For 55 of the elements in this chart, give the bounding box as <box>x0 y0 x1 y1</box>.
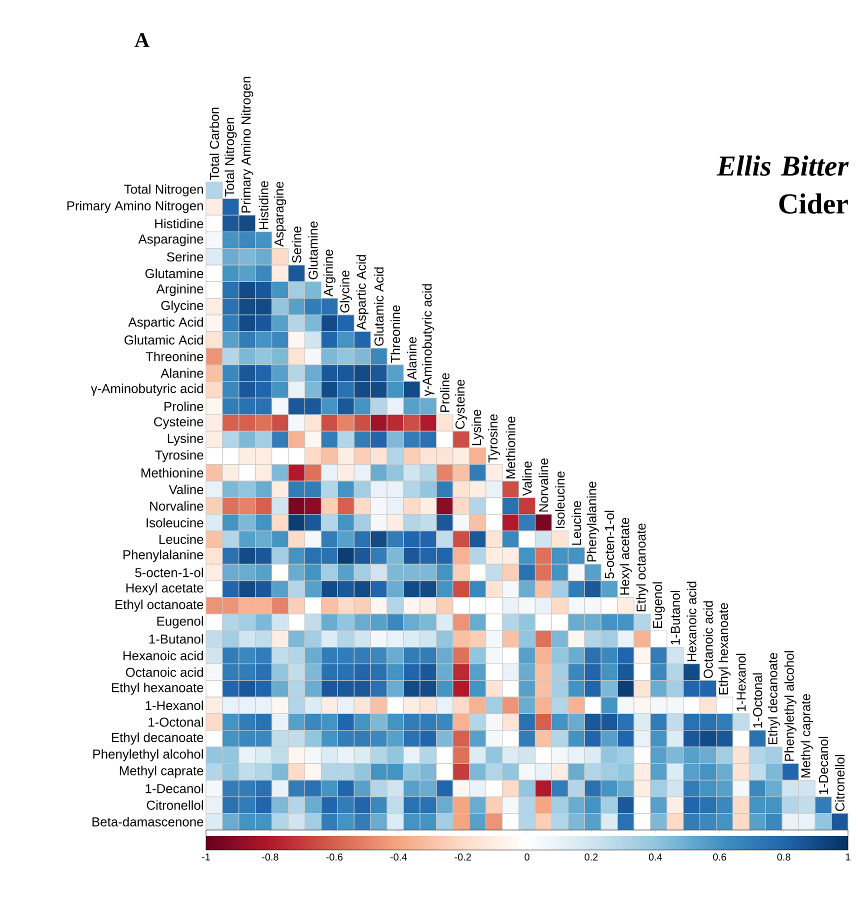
color-bar-label: -0.2 <box>454 854 471 861</box>
color-bar-label: 0.4 <box>648 854 662 861</box>
color-bar-label: -0.8 <box>262 854 278 861</box>
color-bar-label: -0.6 <box>326 854 343 861</box>
x-tick-label: Asparagine <box>274 182 286 247</box>
x-tick-label: Aspartic Acid <box>356 255 368 330</box>
x-tick-label: Isoleucine <box>555 472 565 528</box>
x-tick-label: Norvaline <box>538 458 548 512</box>
x-tick-label: 1-Hexanol <box>736 654 746 712</box>
x-tick-label: Tyrosine <box>488 414 500 462</box>
x-tick-label: Lysine <box>472 410 484 446</box>
x-tick-label: 5-octen-1-ol <box>604 510 614 579</box>
x-tick-label: Hexyl acetate <box>620 518 632 595</box>
x-tick-label: Octanoic acid <box>703 601 713 678</box>
x-tick-label: Alanine <box>407 337 417 380</box>
x-tick-label: Methionine <box>506 416 516 478</box>
x-tick-label: Total Carbon <box>209 108 219 180</box>
color-bar-label: 0 <box>524 854 530 861</box>
x-tick-label: γ-Aminobutyric acid <box>422 284 434 396</box>
color-bar-label: -0.4 <box>390 854 407 861</box>
x-tick-label: Leucine <box>572 501 582 545</box>
x-tick-label: Citronellol <box>835 754 845 812</box>
x-tick-label: 1-Decanol <box>818 736 828 794</box>
y-tick-label: Aspartic Acid <box>128 317 203 330</box>
x-tick-label: Ethyl octanoate <box>636 524 648 612</box>
x-tick-label: Glutamine <box>308 222 318 280</box>
color-bar-label: 1 <box>846 854 850 860</box>
x-tick-label: 1-Butanol <box>670 590 680 645</box>
y-tick-label: Citronellol <box>146 800 203 810</box>
x-tick-label: Eugenol <box>652 582 665 628</box>
x-tick-label: Phenylalanine <box>586 482 599 562</box>
x-tick-label: Threonine <box>390 305 400 363</box>
color-bar-label: 0.2 <box>584 854 598 861</box>
x-tick-label: Histidine <box>258 181 268 230</box>
y-tick-label: 1-Octonal <box>148 717 203 727</box>
x-tick-label: Valine <box>522 462 532 496</box>
text: A <box>134 33 150 47</box>
x-tick-label: Cysteine <box>455 380 468 429</box>
x-tick-label: Glycine <box>340 270 352 313</box>
x-tick-label: Proline <box>440 373 450 412</box>
x-tick-label: Glutamic Acid <box>374 267 384 346</box>
y-tick-label: Tyrosine <box>155 450 204 462</box>
x-tick-label: Ethyl hexanoate <box>718 603 731 694</box>
x-tick-label: Phenylethyl alcohol <box>784 651 796 761</box>
x-tick-label: Arginine <box>323 250 336 297</box>
color-bar-label: 0.8 <box>777 854 790 861</box>
x-tick-label: Methyl caprate <box>800 694 813 778</box>
color-bar-label: -1 <box>202 854 210 860</box>
x-tick-label: 1-Octonal <box>752 673 762 728</box>
chart-title: Ellis Bitter Cider <box>716 156 849 214</box>
x-tick-label: Serine <box>292 226 302 263</box>
color-bar-label: 0.6 <box>713 854 726 861</box>
x-tick-label: Hexanoic acid <box>686 582 696 662</box>
y-tick-label: Beta-damascenone <box>92 816 204 826</box>
x-tick-label: Ethyl decanoate <box>768 652 780 744</box>
